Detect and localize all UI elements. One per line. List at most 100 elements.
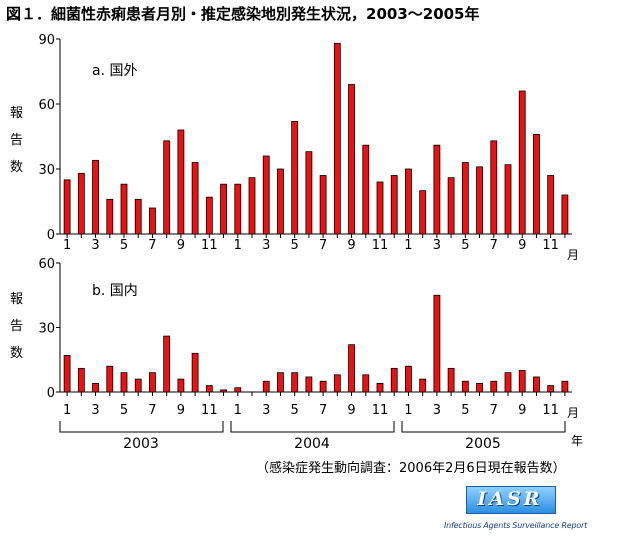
y-label-char: 告 — [10, 133, 23, 148]
panel-a-bar — [533, 133, 540, 235]
panel-a-bar — [220, 183, 227, 235]
y-label-char: 報 — [10, 106, 23, 121]
panel-b-x-tick-label: 5 — [461, 403, 469, 418]
panel-b-bar — [163, 335, 171, 393]
panel-b-x-tick-label: 3 — [91, 403, 99, 418]
source-note: （感染症発生動向調査：2006年2月6日現在報告数） — [256, 460, 566, 476]
year-label-2004: 2004 — [294, 436, 330, 452]
panel-a-x-tick-label: 5 — [461, 238, 469, 253]
panel-b-x-tick-label: 7 — [490, 403, 498, 418]
panel-b-bar — [191, 352, 199, 393]
panel-a-y-tick-label: 30 — [38, 163, 55, 178]
panel-a-x-tick-label: 3 — [433, 238, 441, 253]
panel-b-bar — [134, 378, 142, 393]
panel-b-bar — [405, 365, 412, 393]
panel-a-bar — [291, 120, 299, 235]
panel-a-bar — [461, 162, 469, 235]
panel-a-x-tick-label: 11 — [542, 238, 559, 253]
panel-b-x-tick-label: 7 — [148, 403, 156, 418]
panel-b-bar — [305, 376, 313, 393]
panel-b-bar — [234, 387, 242, 393]
iasr-logo-subtitle: Infectious Agents Surveillance Report — [444, 521, 588, 530]
iasr-logo-box — [466, 486, 556, 514]
panel-a-x-tick-label: 5 — [291, 238, 299, 253]
panel-a-bar — [177, 129, 185, 235]
panel-b-bar — [533, 376, 540, 393]
panel-b-bar — [333, 374, 341, 393]
year-label-2003: 2003 — [123, 436, 159, 452]
year-bracket-2004 — [230, 421, 395, 433]
panel-a-bar — [92, 159, 99, 235]
panel-a-bar — [63, 179, 71, 235]
panel-a-bar — [248, 177, 256, 235]
panel-a-x-tick-label: 11 — [201, 238, 218, 253]
panel-a-y-axis-label: 報 告 数 — [10, 106, 23, 175]
panel-a-bar — [433, 144, 441, 235]
figure-title: 図１．細菌性赤痢患者月別・推定感染地別発生状況，2003〜2005年 — [6, 5, 480, 23]
panel-a-bar — [561, 194, 569, 235]
panel-a-bar — [362, 144, 370, 235]
y-label-char: 告 — [10, 319, 23, 334]
panel-b-bar — [433, 294, 441, 393]
panel-a-bar — [490, 140, 498, 235]
panel-a-x-tick-label: 9 — [177, 238, 185, 253]
panel-a-x-tick-label: 7 — [490, 238, 498, 253]
panel-b-bar — [447, 367, 455, 393]
panel-b-bar — [63, 355, 71, 393]
year-label-2005: 2005 — [465, 436, 501, 452]
panel-b-bar — [376, 382, 384, 393]
year-bracket-2003 — [59, 421, 224, 433]
panel-b-y-tick-label: 30 — [38, 322, 55, 337]
panel-b-bar — [461, 380, 469, 393]
panel-b-bar — [490, 380, 498, 393]
panel-a-bar — [405, 168, 412, 235]
panel-b-x-tick-label: 1 — [404, 403, 412, 418]
panel-a-bar — [77, 172, 85, 235]
year-brackets — [59, 421, 566, 433]
panel-b-bar — [476, 382, 483, 393]
panel-a-x-tick-label: 11 — [372, 238, 389, 253]
panel-a-bar — [163, 140, 171, 235]
panel-a-x-tick-label: 7 — [319, 238, 327, 253]
panel-a-bar — [447, 177, 455, 235]
iasr-logo-text: IASR — [477, 488, 543, 510]
panel-b-bar — [262, 380, 270, 393]
panel-a-x-tick-label: 9 — [518, 238, 526, 253]
panel-a-x-tick-label: 5 — [120, 238, 128, 253]
panel-a-x-tick-label: 1 — [404, 238, 412, 253]
panel-b-y-tick-label: 0 — [47, 386, 55, 401]
panel-b-x-tick-label: 1 — [234, 403, 242, 418]
panel-b-x-tick-label: 3 — [262, 403, 270, 418]
panel-a-bar — [419, 190, 427, 235]
panel-b-x-tick-label: 11 — [201, 403, 218, 418]
panel-a-x-tick-label: 7 — [148, 238, 156, 253]
panel-b-bar — [277, 372, 284, 393]
panel-a-bar — [547, 175, 555, 235]
panel-a-month-unit: 月 — [567, 248, 579, 262]
panel-a-bar — [120, 183, 128, 235]
panel-b-x-tick-label: 5 — [291, 403, 299, 418]
panel-b-bar — [504, 372, 512, 393]
year-unit: 年 — [571, 434, 583, 448]
panel-b-bar — [77, 367, 85, 393]
panel-b-x-tick-label: 11 — [372, 403, 389, 418]
panel-b-bar — [149, 372, 156, 393]
panel-a-bar — [319, 175, 327, 235]
panel-b-y-tick-label: 60 — [38, 257, 55, 272]
panel-b-x-tick-label: 7 — [319, 403, 327, 418]
panel-a-bar — [149, 207, 156, 235]
year-bracket-2005 — [401, 421, 566, 433]
y-label-char: 報 — [10, 292, 23, 307]
panel-a-bar — [504, 164, 512, 235]
panel-a-bar — [191, 162, 199, 235]
panel-a-bar — [305, 151, 313, 235]
panel-a-bar — [333, 42, 341, 235]
panel-a-bar — [376, 181, 384, 235]
panel-b-bar — [205, 385, 213, 393]
panel-b-bar — [92, 382, 99, 393]
panel-a-bar — [205, 196, 213, 235]
panel-b-bar — [419, 378, 427, 393]
panel-b-month-unit: 月 — [567, 406, 579, 420]
panel-a-bar — [476, 166, 483, 235]
